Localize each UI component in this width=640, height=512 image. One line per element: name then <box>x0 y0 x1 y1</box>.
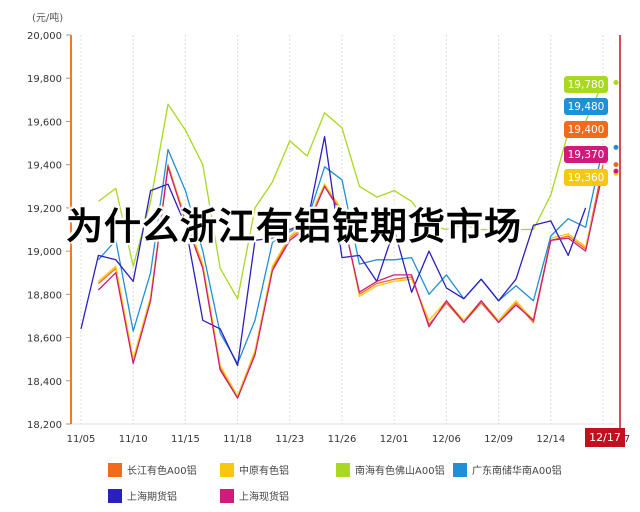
legend-swatch <box>108 488 122 503</box>
legend-item-shanghai-futures[interactable]: 上海期货铝 <box>108 488 177 503</box>
x-tick-label: 11/23 <box>275 434 304 445</box>
x-tick-label: 11/26 <box>328 434 357 445</box>
value-tag-zhongyuan: 19,360 <box>564 169 608 186</box>
x-tick-label: 12/01 <box>380 434 409 445</box>
legend-item-shanghai-spot[interactable]: 上海现货铝 <box>220 488 289 503</box>
legend-swatch <box>336 462 350 477</box>
y-tick-label: 18,800 <box>27 290 62 301</box>
highlighted-date-tag: 12/17 <box>585 428 625 447</box>
series-end-marker <box>613 80 619 86</box>
series-line <box>98 82 604 300</box>
value-tag-shanghai-spot: 19,370 <box>564 146 608 163</box>
y-tick-label: 19,200 <box>27 204 62 215</box>
overlay-title: 为什么浙江有铝锭期货市场 <box>66 205 522 248</box>
y-tick-label: 19,000 <box>27 247 62 258</box>
legend-item-changjiang[interactable]: 长江有色A00铝 <box>108 462 197 477</box>
series-end-marker <box>613 162 619 168</box>
x-tick-label: 12/14 <box>536 434 565 445</box>
y-tick-label: 19,400 <box>27 161 62 172</box>
legend-item-zhongyuan[interactable]: 中原有色铝 <box>220 462 289 477</box>
x-tick-label: 11/15 <box>171 434 200 445</box>
y-tick-label: 18,600 <box>27 334 62 345</box>
series-line <box>97 166 604 399</box>
legend-swatch <box>220 488 234 503</box>
y-tick-label: 20,000 <box>27 31 62 42</box>
legend-swatch <box>108 462 122 477</box>
value-tag-guangdong: 19,480 <box>564 98 608 115</box>
x-tick-label: 11/18 <box>223 434 252 445</box>
value-tag-nanhai: 19,780 <box>564 76 608 93</box>
x-tick-label: 12/06 <box>432 434 461 445</box>
y-tick-label: 18,200 <box>27 420 62 431</box>
value-tag-changjiang: 19,400 <box>564 121 608 138</box>
y-tick-label: 19,600 <box>27 117 62 128</box>
x-tick-label: 12/09 <box>484 434 513 445</box>
legend-swatch <box>453 462 467 477</box>
series-end-marker <box>613 168 619 174</box>
legend-item-nanhai[interactable]: 南海有色佛山A00铝 <box>336 462 445 477</box>
legend-item-guangdong[interactable]: 广东南储华南A00铝 <box>453 462 562 477</box>
x-tick-label: 11/05 <box>67 434 96 445</box>
y-tick-label: 19,800 <box>27 74 62 85</box>
x-tick-label: 11/10 <box>119 434 148 445</box>
y-tick-label: 18,400 <box>27 377 62 388</box>
x-tick-label-clipped: 7 <box>624 434 630 445</box>
series-end-marker <box>613 144 619 150</box>
series-line <box>97 147 604 365</box>
legend-swatch <box>220 462 234 477</box>
y-axis-unit-label: (元/吨) <box>32 13 64 24</box>
